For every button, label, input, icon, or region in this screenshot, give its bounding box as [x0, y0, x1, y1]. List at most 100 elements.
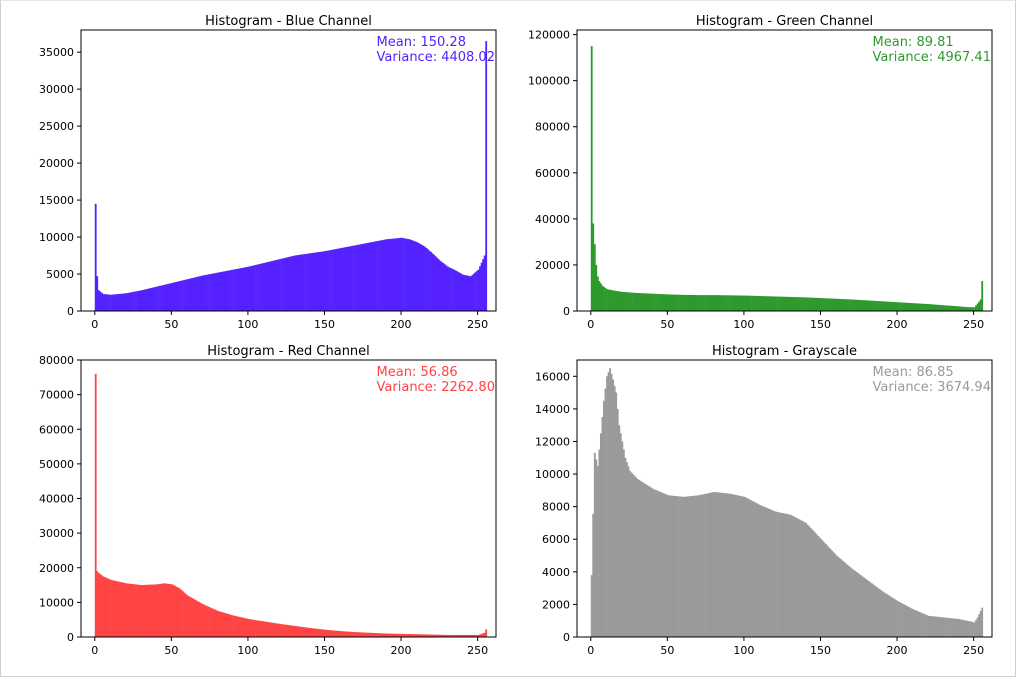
histogram-bar [200, 603, 203, 637]
y-tick-label: 0 [563, 631, 570, 644]
histogram-bar [401, 237, 403, 311]
histogram-bar [890, 597, 893, 637]
histogram-bar [315, 252, 318, 311]
histogram-bar [806, 297, 809, 311]
histogram-bar [915, 610, 918, 637]
histogram-bar [201, 604, 204, 637]
histogram-bar [806, 524, 809, 637]
histogram-bar [763, 506, 766, 637]
histogram-bar [753, 501, 755, 637]
histogram-bar [463, 275, 466, 311]
histogram-bar [641, 293, 644, 311]
histogram-bar [166, 284, 169, 311]
histogram-bar [619, 433, 622, 637]
histogram-bar [318, 629, 321, 637]
histogram-bar [160, 583, 163, 637]
histogram-bar [961, 306, 964, 311]
histogram-bar [697, 295, 700, 311]
histogram-bar [648, 293, 651, 311]
histogram-bar [932, 304, 935, 311]
histogram-bar [370, 632, 373, 637]
histogram-bar [913, 303, 916, 311]
histogram-bar [277, 623, 279, 637]
histogram-bar [365, 632, 368, 637]
histogram-bar [483, 632, 486, 637]
histogram-bar [598, 449, 601, 637]
histogram-bar [172, 585, 175, 637]
histogram-bar [273, 260, 276, 311]
histogram-bar [350, 631, 353, 637]
histogram-bar [877, 301, 879, 311]
histogram-bar [828, 298, 830, 311]
histogram-bar [301, 626, 304, 637]
histogram-bar [941, 305, 944, 311]
histogram-bar [696, 495, 699, 637]
histogram-bar [479, 634, 481, 637]
histogram-bar [143, 584, 146, 637]
histogram-bar [823, 542, 826, 637]
histogram-bar [270, 261, 273, 311]
histogram-bar [189, 597, 192, 637]
histogram-bar [240, 617, 243, 637]
histogram-bar [662, 294, 665, 311]
histogram-bar [812, 297, 815, 311]
histogram-bar [952, 305, 955, 311]
histogram-bar [350, 246, 353, 311]
histogram-bar [267, 622, 270, 637]
y-tick-label: 120000 [528, 29, 570, 42]
histogram-bar [345, 246, 348, 311]
histogram-bar [275, 259, 278, 311]
histogram-bar [823, 298, 826, 311]
histogram-bar [156, 286, 158, 311]
histogram-bar [713, 295, 716, 311]
histogram-bar [249, 266, 252, 311]
histogram-bar [883, 301, 886, 311]
histogram-bar [724, 493, 726, 637]
histogram-bar [322, 629, 325, 637]
histogram-bar [480, 262, 483, 311]
histogram-bar [321, 629, 324, 637]
histogram-bar [886, 594, 889, 637]
histogram-bar [165, 284, 168, 311]
histogram-bar [884, 301, 887, 311]
histogram-bar [610, 290, 613, 311]
histogram-bar [445, 265, 448, 311]
histogram-bar [630, 472, 633, 637]
histogram-bar [705, 295, 708, 311]
histogram-bar [341, 247, 344, 311]
histogram-bar [448, 267, 451, 311]
histogram-bar [100, 292, 103, 311]
histogram-bar [927, 615, 930, 637]
histogram-bar [162, 583, 164, 637]
histogram-bar [280, 258, 282, 311]
histogram-bar [828, 547, 830, 637]
histogram-bar [448, 634, 451, 637]
histogram-bar [696, 295, 699, 311]
histogram-bar [719, 295, 722, 311]
y-tick-label: 50000 [39, 458, 74, 471]
histogram-bar [257, 264, 259, 311]
histogram-bar [875, 586, 878, 637]
histogram-bar [252, 265, 255, 311]
histogram-bar [808, 526, 811, 637]
histogram-bar [704, 493, 706, 637]
histogram-bar [923, 303, 925, 311]
histogram-bar [191, 598, 194, 637]
histogram-bar [387, 239, 390, 311]
histogram-bar [117, 293, 120, 311]
histogram-bar [684, 496, 687, 637]
histogram-bar [110, 579, 112, 637]
mean-annotation: Mean: 150.28 [377, 35, 466, 50]
histogram-bar [956, 618, 959, 637]
histogram-bar [208, 606, 210, 637]
histogram-bar [387, 633, 390, 637]
histogram-bar [817, 297, 820, 311]
histogram-bar [898, 601, 901, 637]
histogram-bar [939, 617, 942, 637]
histogram-bar [414, 634, 417, 637]
histogram-bar [228, 270, 230, 311]
histogram-bar [848, 565, 850, 637]
histogram-bar [786, 296, 789, 311]
histogram-bar [679, 294, 682, 311]
histogram-bar [717, 492, 720, 637]
